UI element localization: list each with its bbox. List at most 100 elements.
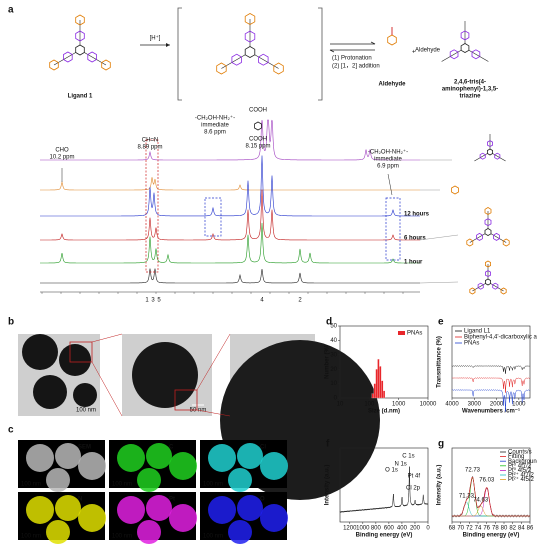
ring [451,185,459,195]
legend-label: Ligand L1 [464,329,491,335]
equilibrium [329,41,376,53]
peak-annotation: 8.89 ppm [137,145,162,151]
ring [484,218,492,227]
x-tick-label: 10000 [420,402,437,408]
x-tick-label: 200 [410,526,421,532]
ring [477,282,484,290]
spectrum-line [452,377,531,393]
ring [244,46,256,58]
ring [216,62,227,75]
peak-annotation: -CH₂OH-NH₂⁺- [368,149,408,156]
nmr-trace [40,189,420,241]
x-tick-label: 70 [457,526,464,532]
map-particle [208,444,236,472]
peak-label: Cl 2p [406,486,421,492]
legend-label: Fitting [508,454,524,460]
arrow [387,173,393,196]
particle [33,375,67,409]
bar [373,383,376,399]
map-particle [26,496,54,524]
plus-sign: + [412,50,416,56]
x-tick-label: 800 [371,526,382,532]
peak-annotation: 10.2 ppm [49,155,74,161]
peak-annotation: -CH₂OH-NH₂⁺- [195,115,235,122]
map-particle [26,444,54,472]
ring [460,30,470,41]
y-tick-label: 30 [330,352,337,358]
y-tick-label: 40 [330,338,337,344]
panel-label: e [438,317,444,328]
compound-name: Aldehyde [378,82,406,88]
ring [487,140,493,148]
panel-label: g [438,439,444,450]
particle [132,342,198,408]
x-axis-label: Binding energy (eV) [463,533,520,539]
ring [476,232,483,241]
map-label: Pt [169,497,175,503]
peak-number: 4 [260,298,264,304]
peak-annotation: CHO [55,148,69,154]
legend-label: Pt⁰ 4f7/2 [508,462,532,469]
map-label: N [78,497,82,503]
x-tick-label: 86 [527,526,534,532]
ring [244,13,256,25]
map-particle [137,520,161,544]
spectrum-line [339,466,429,514]
ring [449,49,459,60]
peak-label: 71.33 [459,494,475,500]
spectrum-line [451,389,531,412]
plus: Aldehyde [415,48,441,54]
ring [254,121,262,131]
bar [381,380,384,399]
peak-number: 3 [151,298,155,304]
ring [471,49,481,60]
dashed-box [385,197,401,261]
peak-label: N 1s [394,462,406,468]
map-particle [169,504,197,532]
peak-annotation: COOH [249,108,267,114]
scale-bar: 100 nm [203,482,223,488]
dashed-box [204,197,222,237]
legend-label: Pt²⁺ 4f7/2 [508,472,535,479]
step: (1) Protonation [332,56,372,62]
map-particle [208,496,236,524]
map-label: O [260,497,265,503]
nmr-trace [40,177,420,191]
nmr-trace [40,268,420,284]
x-tick-label: 68 [449,526,456,532]
x-tick-label: 10 [337,402,344,408]
ring [500,287,507,295]
map-particle [146,495,172,521]
legend-label: PNAs [407,331,422,337]
ring [466,238,474,247]
x-tick-label: 600 [384,526,395,532]
ring [87,51,97,63]
map-particle [146,443,172,469]
zoom-link [91,333,231,417]
legend-label: Pt²⁺ 4f5/2 [508,476,535,483]
ring [492,282,499,290]
spectrum-line [452,476,530,517]
x-axis-label: Size (d.nm) [368,409,400,415]
y-tick-label: 10 [330,381,337,387]
bar [375,369,378,399]
map-particle [169,452,197,480]
peak-annotation: 8.15 ppm [245,144,270,150]
scale-bar: 100 nm [21,534,41,540]
x-tick-label: 1200 [343,526,357,532]
step: (2) [1，2] addition [332,64,380,70]
panel-label: c [8,425,14,436]
x-tick-label: 400 [397,526,408,532]
panel-label: d [326,317,332,328]
peak-annotation: immediate [201,123,229,129]
map-particle [117,444,145,472]
legend-label: PNAs [464,341,479,347]
legend-label: Biphenyl-4,4'-dicarboxylic acid [464,335,537,341]
map-particle [55,443,81,469]
ring [244,30,256,43]
peak-label: 74.63 [473,498,489,504]
peak-annotation: CH=N [142,138,159,144]
map-particle [55,495,81,521]
x-tick-label: 1000 [392,402,406,408]
time-label: 1 hour [404,260,423,266]
